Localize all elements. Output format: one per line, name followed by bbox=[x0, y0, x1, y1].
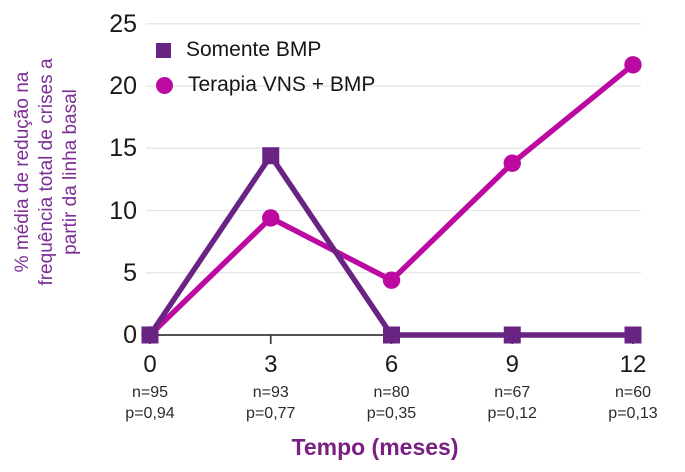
legend-item-somente-bmp: Somente BMP bbox=[156, 37, 375, 63]
n-annotation-6: n=80 bbox=[373, 384, 410, 401]
data-point-somente-bmp-3 bbox=[262, 147, 280, 165]
x-tick-label-6: 6 bbox=[384, 351, 399, 378]
y-tick-label-10: 10 bbox=[109, 196, 137, 225]
legend-item-terapia-vns-bmp: Terapia VNS + BMP bbox=[156, 72, 375, 98]
data-point-terapia-vns-bmp-6 bbox=[382, 271, 401, 289]
data-point-somente-bmp-9 bbox=[503, 326, 521, 344]
p-annotation-9: p=0,12 bbox=[487, 405, 537, 422]
y-tick-label-25: 25 bbox=[109, 9, 137, 38]
x-tick-label-3: 3 bbox=[264, 351, 278, 378]
data-point-terapia-vns-bmp-9 bbox=[503, 154, 521, 172]
data-point-terapia-vns-bmp-3 bbox=[262, 209, 280, 227]
legend-label-somente-bmp: Somente BMP bbox=[186, 38, 322, 61]
p-annotation-6: p=0,35 bbox=[366, 405, 417, 422]
legend-label-terapia-vns-bmp: Terapia VNS + BMP bbox=[188, 73, 376, 96]
y-axis-title-line-1: % média de redução na bbox=[12, 71, 33, 273]
y-tick-label-0: 0 bbox=[123, 321, 137, 349]
n-annotation-12: n=60 bbox=[614, 384, 652, 401]
y-axis-title-line-2: frequência total de crises a bbox=[36, 58, 57, 286]
x-tick-label-0: 0 bbox=[143, 351, 157, 378]
x-tick-label-9: 9 bbox=[505, 351, 519, 378]
data-point-terapia-vns-bmp-12 bbox=[624, 56, 642, 74]
p-annotation-0: p=0,94 bbox=[125, 405, 175, 422]
y-tick-label-5: 5 bbox=[123, 258, 137, 287]
data-point-somente-bmp-0 bbox=[141, 326, 159, 344]
n-annotation-9: n=67 bbox=[494, 384, 531, 401]
x-axis-title: Tempo (meses) bbox=[291, 434, 459, 460]
y-axis-title-line-3: partir da linha basal bbox=[60, 89, 81, 255]
p-annotation-3: p=0,77 bbox=[246, 405, 296, 422]
series-line-somente-bmp bbox=[147, 150, 633, 338]
p-annotation-12: p=0,13 bbox=[608, 405, 658, 422]
n-annotation-0: n=95 bbox=[131, 384, 169, 401]
n-annotation-3: n=93 bbox=[252, 384, 289, 401]
y-tick-label-20: 20 bbox=[109, 72, 137, 100]
circle-marker-icon bbox=[156, 76, 173, 94]
y-axis-title: % média de redução na frequência total d… bbox=[11, 2, 83, 342]
square-marker-icon bbox=[156, 42, 171, 58]
data-point-somente-bmp-6 bbox=[383, 326, 400, 344]
data-point-somente-bmp-12 bbox=[624, 326, 642, 344]
x-tick-label-12: 12 bbox=[619, 351, 647, 378]
legend: Somente BMP Terapia VNS + BMP bbox=[156, 37, 375, 107]
y-tick-label-15: 15 bbox=[109, 134, 137, 163]
